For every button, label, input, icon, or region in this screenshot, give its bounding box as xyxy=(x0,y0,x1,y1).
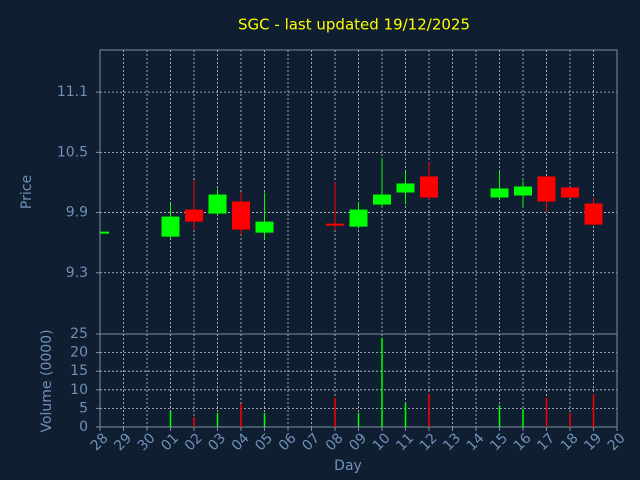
y-tick-label: 5 xyxy=(79,400,88,416)
candle-body xyxy=(584,203,603,225)
candle-body xyxy=(349,209,368,227)
y-tick-label: 9.9 xyxy=(66,205,88,221)
candle-body xyxy=(537,176,556,202)
volume-bar xyxy=(193,416,195,427)
volume-bar xyxy=(545,397,548,427)
y-tick-label: 15 xyxy=(70,363,88,379)
volume-bar xyxy=(357,412,360,427)
y-axis-label: Price xyxy=(19,175,35,209)
volume-bar xyxy=(404,402,407,427)
y-axis-label: Volume (0000) xyxy=(39,329,55,432)
chart-title: SGC - last updated 19/12/2025 xyxy=(238,16,470,34)
candle-body xyxy=(396,183,415,193)
volume-bar xyxy=(334,397,336,427)
volume-bar xyxy=(522,409,524,427)
candle-body xyxy=(255,221,274,233)
volume-bar xyxy=(569,412,571,427)
y-tick-label: 25 xyxy=(70,326,88,342)
volume-bar xyxy=(240,403,242,427)
y-tick-label: 10 xyxy=(70,382,88,398)
candle-body xyxy=(373,194,391,205)
x-axis-label: Day xyxy=(334,458,362,474)
y-tick-label: 20 xyxy=(70,345,88,361)
y-tick-label: 10.5 xyxy=(57,144,88,160)
volume-bar xyxy=(498,405,501,427)
volume-bar xyxy=(381,337,383,427)
volume-bar xyxy=(263,412,266,427)
candle-body xyxy=(326,223,344,226)
candle-body xyxy=(208,194,227,214)
candle-body xyxy=(490,188,509,198)
candle-body xyxy=(161,216,180,237)
volume-bar xyxy=(428,393,430,427)
y-tick-label: 9.3 xyxy=(66,265,88,281)
candle-body xyxy=(561,187,579,198)
volume-bar xyxy=(169,411,172,427)
y-tick-label: 0 xyxy=(79,419,88,435)
candle-body xyxy=(100,231,109,234)
y-tick-label: 11.1 xyxy=(57,84,88,100)
candle-body xyxy=(232,201,250,230)
candle-body xyxy=(185,209,203,222)
candle-body xyxy=(420,176,438,198)
candle-body xyxy=(514,186,532,196)
volume-bar xyxy=(216,412,219,427)
volume-bar xyxy=(592,393,595,427)
